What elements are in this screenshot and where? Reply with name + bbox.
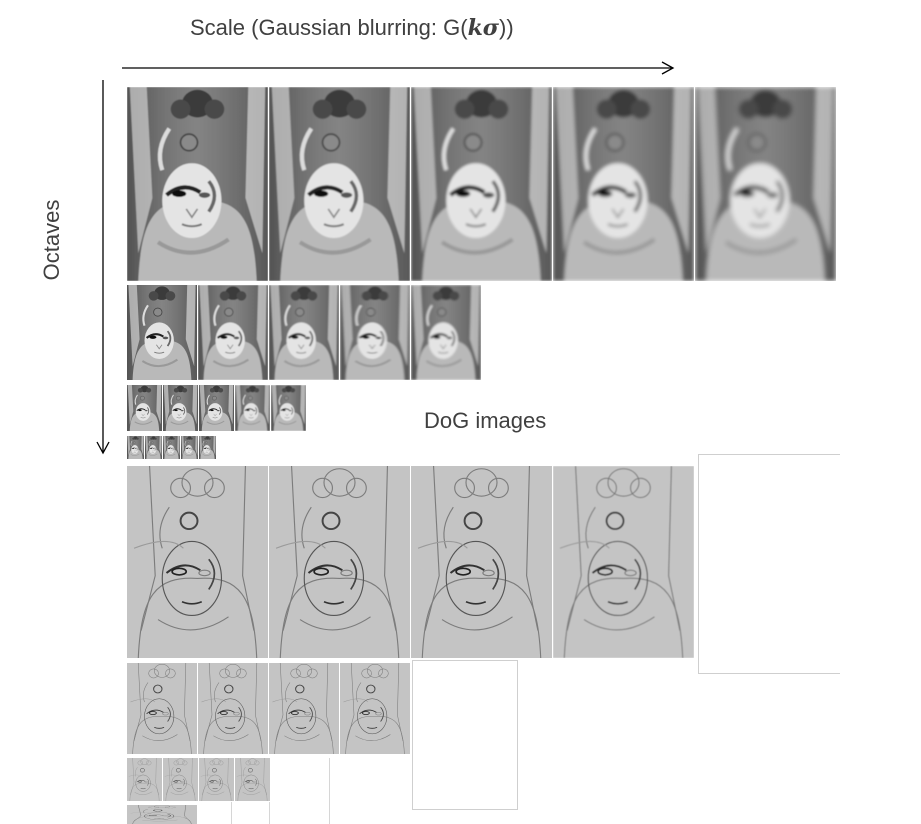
gaussian-octave-1-image-1 [127,87,269,281]
scale-arrow-head [661,61,675,75]
dog-empty-frame-2 [412,660,518,810]
gaussian-octave-3-image-4 [235,385,271,431]
dog-octave-3-image-4 [235,758,271,801]
gaussian-octave-4-image-3 [163,436,181,459]
octaves-arrow-head [96,441,110,455]
dog-empty-divider-3 [269,802,270,824]
dog-octave-1-image-3 [411,466,553,658]
gaussian-octave-2-image-1 [127,285,198,380]
gaussian-octave-2-image-3 [269,285,340,380]
dog-octave-3-image-2 [163,758,199,801]
dog-octave-2-image-1 [127,663,198,754]
gaussian-octave-1-image-5 [695,87,837,281]
dog-octave-2-image-2 [198,663,269,754]
dog-empty-frame-1 [698,454,840,674]
gaussian-octave-1-image-4 [553,87,695,281]
dog-octave-1-image-1 [127,466,269,658]
gaussian-octave-3-image-1 [127,385,163,431]
dog-octave-4-image-1 [127,805,198,824]
dog-octave-1-image-2 [269,466,411,658]
scale-axis-title: Scale (Gaussian blurring: G(kσ)) [190,8,610,48]
gaussian-octave-2-image-2 [198,285,269,380]
gaussian-octave-3-image-3 [199,385,235,431]
gaussian-octave-1-image-3 [411,87,553,281]
gaussian-octave-4-image-2 [145,436,163,459]
dog-octave-3-image-1 [127,758,163,801]
gaussian-octave-2-image-5 [411,285,482,380]
gaussian-octave-4-image-1 [127,436,145,459]
gaussian-octave-3-image-2 [163,385,199,431]
dog-octave-3-image-3 [199,758,235,801]
dog-octave-2-image-4 [340,663,411,754]
gaussian-octave-1-image-2 [269,87,411,281]
dog-octave-2-image-3 [269,663,340,754]
dog-empty-divider-2 [231,802,232,824]
dog-images-label: DoG images [424,408,547,433]
gaussian-octave-2-image-4 [340,285,411,380]
dog-octave-1-image-4 [553,466,695,658]
dog-empty-divider-1 [329,758,330,824]
scale-title-suffix: )) [499,15,514,40]
gaussian-octave-4-image-5 [199,436,217,459]
gaussian-octave-3-image-5 [271,385,307,431]
octaves-axis-label: Octaves [39,199,64,281]
gaussian-octave-4-image-4 [181,436,199,459]
scale-title-math: kσ [467,15,500,41]
scale-title-prefix: Scale (Gaussian blurring: G( [190,15,468,40]
